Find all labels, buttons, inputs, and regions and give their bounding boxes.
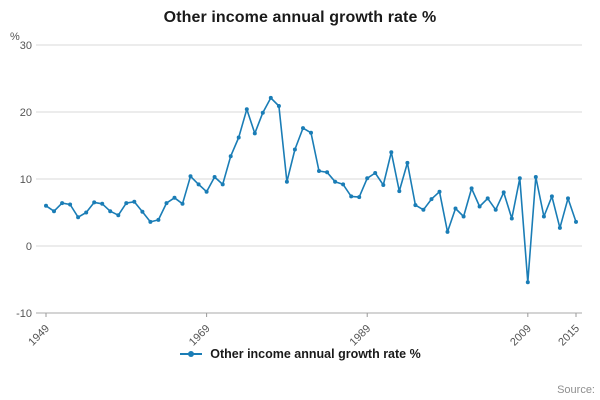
data-point[interactable] bbox=[180, 201, 185, 206]
data-point[interactable] bbox=[156, 217, 161, 222]
data-point[interactable] bbox=[421, 207, 426, 212]
data-point[interactable] bbox=[284, 179, 289, 184]
data-point[interactable] bbox=[373, 171, 378, 175]
data-point[interactable] bbox=[413, 203, 418, 208]
data-point[interactable] bbox=[461, 214, 466, 219]
chart-plot: %30 20 10 0 -10 1949 1969 1989 2009 2015 bbox=[10, 31, 582, 347]
data-point[interactable] bbox=[477, 204, 482, 209]
source-label: Source: bbox=[557, 384, 595, 396]
data-point[interactable] bbox=[429, 197, 434, 202]
data-point[interactable] bbox=[469, 186, 474, 191]
data-point[interactable] bbox=[196, 182, 201, 187]
x-tick-label: 1989 bbox=[348, 323, 374, 347]
x-tick-label: 2009 bbox=[508, 323, 534, 347]
data-point[interactable] bbox=[252, 131, 257, 136]
legend: Other income annual growth rate % bbox=[0, 347, 600, 361]
data-point[interactable] bbox=[228, 154, 233, 159]
data-point[interactable] bbox=[148, 219, 153, 224]
data-point[interactable] bbox=[276, 104, 281, 108]
data-point[interactable] bbox=[405, 160, 410, 165]
data-point[interactable] bbox=[108, 209, 113, 214]
y-tick-label: 0 bbox=[26, 241, 32, 253]
y-tick-label: 20 bbox=[20, 107, 32, 119]
data-point[interactable] bbox=[349, 194, 354, 199]
data-point[interactable] bbox=[517, 176, 522, 181]
data-point[interactable] bbox=[60, 201, 65, 206]
x-tick-label: 1949 bbox=[26, 323, 52, 347]
data-point[interactable] bbox=[381, 183, 386, 187]
data-point[interactable] bbox=[485, 196, 490, 201]
data-point[interactable] bbox=[397, 189, 402, 194]
series-line bbox=[45, 97, 577, 283]
data-point[interactable] bbox=[260, 110, 265, 115]
legend-marker-icon bbox=[180, 351, 203, 357]
data-point[interactable] bbox=[533, 175, 538, 179]
data-point[interactable] bbox=[317, 169, 321, 173]
data-point[interactable] bbox=[445, 229, 450, 234]
data-point[interactable] bbox=[501, 190, 506, 195]
data-point[interactable] bbox=[172, 195, 177, 200]
data-point[interactable] bbox=[52, 209, 56, 214]
y-tick-label: 10 bbox=[20, 174, 32, 186]
data-point[interactable] bbox=[140, 209, 145, 214]
data-point[interactable] bbox=[164, 201, 169, 206]
data-point[interactable] bbox=[244, 107, 249, 112]
data-point[interactable] bbox=[188, 174, 193, 179]
y-axis-unit-label: % bbox=[10, 31, 20, 43]
y-tick-label: 30 bbox=[20, 40, 32, 52]
data-point[interactable] bbox=[509, 216, 514, 221]
data-point[interactable] bbox=[309, 130, 313, 135]
data-point[interactable] bbox=[525, 280, 530, 285]
legend-label: Other income annual growth rate % bbox=[210, 347, 421, 361]
data-point[interactable] bbox=[333, 179, 338, 184]
data-point[interactable] bbox=[100, 201, 105, 206]
data-point[interactable] bbox=[549, 194, 554, 199]
data-point[interactable] bbox=[357, 195, 362, 200]
data-point[interactable] bbox=[236, 135, 241, 140]
data-point[interactable] bbox=[212, 175, 217, 179]
data-point[interactable] bbox=[268, 95, 273, 100]
data-point[interactable] bbox=[92, 200, 97, 205]
data-point[interactable] bbox=[453, 206, 458, 211]
data-point[interactable] bbox=[44, 203, 48, 208]
data-point[interactable] bbox=[292, 147, 297, 152]
data-point[interactable] bbox=[493, 207, 498, 212]
data-point[interactable] bbox=[124, 201, 129, 206]
chart-title: Other income annual growth rate % bbox=[163, 9, 437, 26]
x-tick-label: 1969 bbox=[187, 323, 213, 347]
data-point[interactable] bbox=[68, 202, 73, 207]
data-point[interactable] bbox=[566, 196, 570, 201]
data-point[interactable] bbox=[557, 225, 562, 230]
data-point[interactable] bbox=[437, 189, 442, 194]
data-point[interactable] bbox=[325, 170, 330, 175]
data-point[interactable] bbox=[341, 182, 346, 187]
data-point[interactable] bbox=[574, 219, 578, 224]
data-point[interactable] bbox=[132, 199, 137, 204]
data-point[interactable] bbox=[389, 150, 394, 155]
data-point[interactable] bbox=[84, 210, 89, 215]
data-point[interactable] bbox=[301, 126, 305, 131]
data-point[interactable] bbox=[204, 189, 209, 194]
data-point[interactable] bbox=[116, 213, 121, 218]
data-point[interactable] bbox=[220, 182, 225, 187]
data-point[interactable] bbox=[541, 214, 546, 219]
data-point[interactable] bbox=[76, 215, 81, 220]
x-tick-label: 2015 bbox=[556, 323, 582, 347]
y-tick-label: -10 bbox=[16, 308, 32, 320]
data-point[interactable] bbox=[365, 176, 370, 181]
